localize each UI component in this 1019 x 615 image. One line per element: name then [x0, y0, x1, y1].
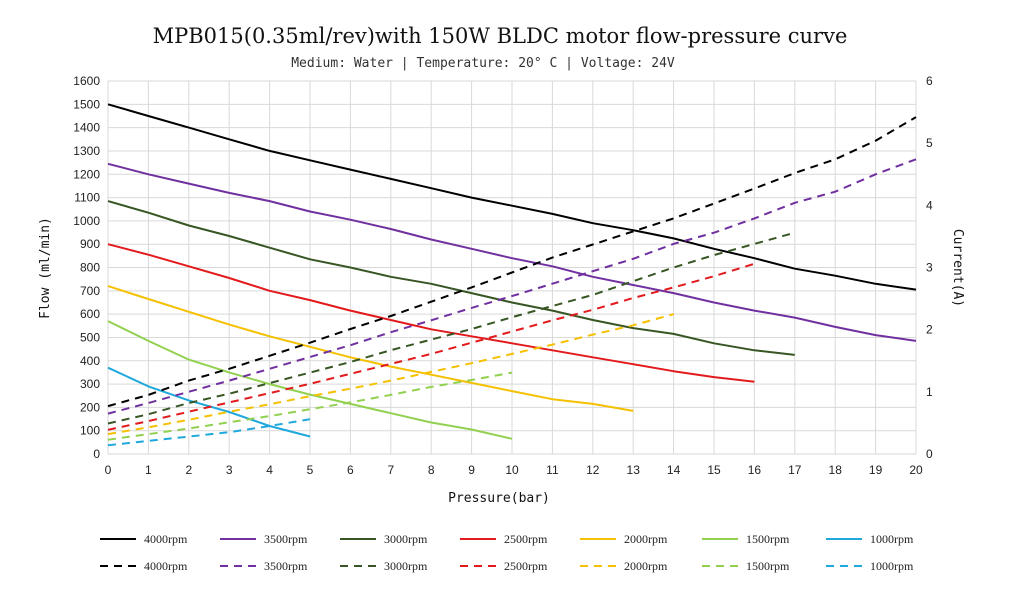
y-tick-label: 200 [80, 400, 100, 414]
x-tick-label: 14 [667, 463, 681, 477]
legend-label: 2000rpm [624, 532, 668, 546]
flow-series-3500rpm [107, 162, 917, 342]
y-tick-label: 1000 [73, 214, 100, 228]
x-tick-label: 18 [829, 463, 843, 477]
y-tick-label: 1200 [73, 167, 100, 181]
x-tick-label: 10 [505, 463, 519, 477]
y-tick-label: 1500 [73, 97, 100, 111]
legend-label: 3000rpm [384, 559, 428, 573]
legend-label: 2500rpm [504, 559, 548, 573]
x-tick-label: 6 [347, 463, 354, 477]
current-series-2000rpm [107, 313, 674, 436]
chart-title: MPB015(0.35ml/rev)with 150W BLDC motor f… [153, 24, 848, 48]
current-series-1000rpm [107, 418, 311, 447]
legend-label: 3500rpm [264, 559, 308, 573]
x-tick-label: 19 [869, 463, 883, 477]
x-tick-label: 8 [428, 463, 435, 477]
x-tick-label: 2 [185, 463, 192, 477]
legend-label: 1000rpm [870, 532, 914, 546]
x-tick-label: 1 [145, 463, 152, 477]
y-tick-label: 0 [93, 447, 100, 461]
x-tick-label: 17 [788, 463, 802, 477]
legend-label: 1000rpm [870, 559, 914, 573]
y2-tick-label: 5 [926, 136, 933, 150]
y-tick-label: 600 [80, 307, 100, 321]
x-tick-label: 5 [307, 463, 314, 477]
flow-series-1500rpm [107, 320, 513, 440]
gridlines [107, 80, 917, 455]
y2-tick-label: 1 [926, 385, 933, 399]
x-tick-label: 3 [226, 463, 233, 477]
chart-subtitle: Medium: Water | Temperature: 20° C | Vol… [291, 56, 675, 71]
y2-tick-label: 2 [926, 323, 933, 337]
x-tick-label: 4 [266, 463, 273, 477]
current-series-4000rpm [107, 116, 917, 408]
legend-label: 2500rpm [504, 532, 548, 546]
y-tick-label: 1400 [73, 121, 100, 135]
legend-label: 2000rpm [624, 559, 668, 573]
y-tick-label: 100 [80, 424, 100, 438]
flow-series-2000rpm [107, 285, 634, 412]
legend-label: 3500rpm [264, 532, 308, 546]
flow-series-2500rpm [107, 243, 755, 383]
flow-series-3000rpm [107, 200, 795, 356]
legend-label: 1500rpm [746, 532, 790, 546]
y-tick-label: 400 [80, 354, 100, 368]
x-tick-label: 9 [468, 463, 475, 477]
legend-label: 3000rpm [384, 532, 428, 546]
legend-label: 1500rpm [746, 559, 790, 573]
x-axis-label: Pressure(bar) [448, 491, 550, 506]
legend: 4000rpm 3500rpm 3000rpm 2500rpm 2000rpm 1500r… [100, 532, 914, 573]
plot-area [107, 103, 917, 447]
y-tick-label: 1100 [74, 191, 100, 205]
x-tick-label: 15 [707, 463, 721, 477]
y-tick-label: 300 [80, 377, 100, 391]
x-tick-label: 16 [748, 463, 762, 477]
x-tick-label: 20 [909, 463, 923, 477]
y2-tick-label: 0 [926, 447, 933, 461]
y-tick-label: 700 [80, 284, 100, 298]
x-tick-label: 7 [387, 463, 394, 477]
y-tick-label: 1300 [73, 144, 100, 158]
flow-series-4000rpm [107, 103, 917, 291]
y-tick-label: 500 [80, 330, 100, 344]
axis-ticks: 0100200300400500600700800900100011001200… [73, 74, 933, 477]
x-tick-label: 13 [627, 463, 641, 477]
y2-axis-label: Current(A) [950, 229, 965, 307]
y2-tick-label: 6 [926, 74, 933, 88]
x-tick-label: 0 [105, 463, 112, 477]
legend-label: 4000rpm [144, 532, 188, 546]
y-tick-label: 800 [80, 261, 100, 275]
y-tick-label: 900 [80, 237, 100, 251]
y-axis-label: Flow (ml/min) [38, 217, 53, 319]
x-tick-label: 12 [586, 463, 600, 477]
current-series-3000rpm [107, 231, 796, 425]
y2-tick-label: 3 [926, 261, 933, 275]
legend-label: 4000rpm [144, 559, 188, 573]
x-tick-label: 11 [546, 463, 559, 477]
y-tick-label: 1600 [73, 74, 100, 88]
current-series-3500rpm [107, 158, 917, 415]
y2-tick-label: 4 [926, 198, 933, 212]
current-series-1500rpm [107, 371, 513, 441]
